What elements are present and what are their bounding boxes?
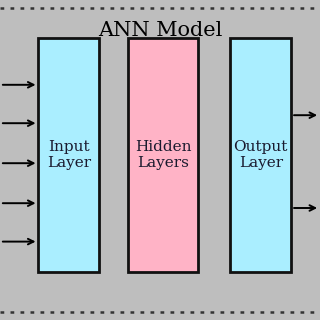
Bar xyxy=(128,38,198,272)
Text: Output
Layer: Output Layer xyxy=(234,140,288,170)
Text: Hidden
Layers: Hidden Layers xyxy=(135,140,191,170)
Bar xyxy=(230,38,291,272)
Text: ANN Model: ANN Model xyxy=(98,21,222,40)
Text: Input
Layer: Input Layer xyxy=(47,140,91,170)
Bar xyxy=(38,38,99,272)
